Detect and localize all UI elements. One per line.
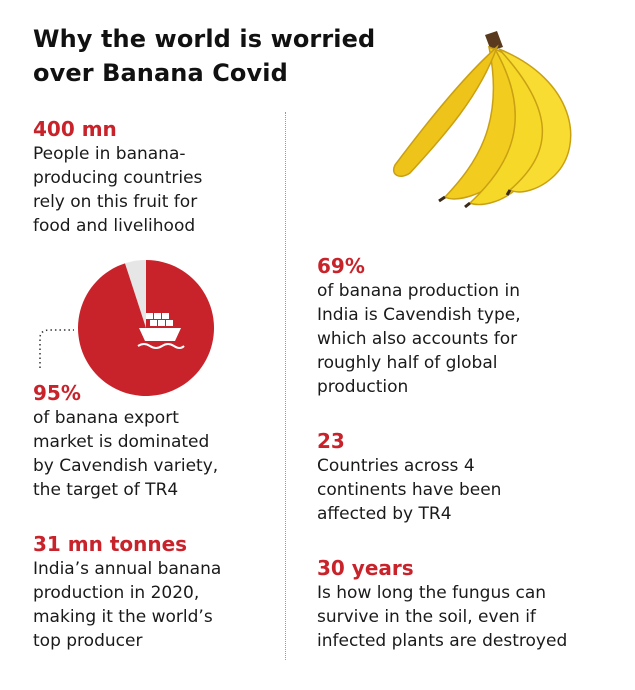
stat-line: production: [317, 377, 409, 397]
export-share-pie: [39, 260, 215, 396]
stat-line: India’s annual banana: [33, 559, 222, 579]
stat-line: Is how long the fungus can: [317, 583, 547, 603]
stat-line: People in banana-: [33, 144, 186, 164]
stat-number: 95%: [33, 381, 81, 405]
stat-description: Is how long the fungus can survive in th…: [317, 581, 567, 653]
stat-23: 23 Countries across 4 continents have be…: [317, 428, 501, 526]
stat-description: India’s annual banana production in 2020…: [33, 557, 221, 653]
stat-number: 31 mn tonnes: [33, 532, 188, 556]
stat-line: the target of TR4: [33, 480, 179, 500]
stat-number: 23: [317, 429, 345, 453]
stat-line: of banana export: [33, 408, 179, 428]
stat-line: survive in the soil, even if: [317, 607, 536, 627]
stat-400mn: 400 mn People in banana- producing count…: [33, 116, 202, 238]
stat-line: food and livelihood: [33, 216, 196, 236]
stat-line: top producer: [33, 631, 143, 651]
stat-line: which also accounts for: [317, 329, 518, 349]
title-line-2: over Banana Covid: [33, 59, 288, 87]
stat-description: of banana export market is dominated by …: [33, 406, 218, 502]
column-divider: [285, 112, 286, 660]
stat-line: making it the world’s: [33, 607, 213, 627]
stat-line: roughly half of global: [317, 353, 498, 373]
stat-description: People in banana- producing countries re…: [33, 142, 202, 238]
stat-30-years: 30 years Is how long the fungus can surv…: [317, 555, 567, 653]
stat-line: production in 2020,: [33, 583, 200, 603]
stat-line: of banana production in: [317, 281, 520, 301]
leader-dotted-line: [39, 329, 74, 368]
stat-line: India is Cavendish type,: [317, 305, 521, 325]
stat-number: 69%: [317, 254, 365, 278]
stat-line: Countries across 4: [317, 456, 475, 476]
stat-line: continents have been: [317, 480, 502, 500]
stat-line: producing countries: [33, 168, 203, 188]
stat-line: rely on this fruit for: [33, 192, 198, 212]
pie-slice-other: [124, 260, 146, 328]
stat-31mn-tonnes: 31 mn tonnes India’s annual banana produ…: [33, 531, 221, 653]
stat-number: 400 mn: [33, 117, 117, 141]
title-line-1: Why the world is worried: [33, 25, 376, 53]
page-title: Why the world is worried over Banana Cov…: [33, 22, 375, 90]
cargo-ship-icon: [137, 313, 185, 349]
stat-line: by Cavendish variety,: [33, 456, 219, 476]
stat-description: of banana production in India is Cavendi…: [317, 279, 521, 399]
stat-number: 30 years: [317, 556, 414, 580]
stat-line: market is dominated: [33, 432, 210, 452]
stat-line: infected plants are destroyed: [317, 631, 568, 651]
stat-description: Countries across 4 continents have been …: [317, 454, 501, 526]
stat-69pct: 69% of banana production in India is Cav…: [317, 253, 521, 399]
stat-95pct: 95% of banana export market is dominated…: [33, 380, 218, 502]
stat-line: affected by TR4: [317, 504, 452, 524]
banana-bunch-icon: [393, 31, 572, 209]
